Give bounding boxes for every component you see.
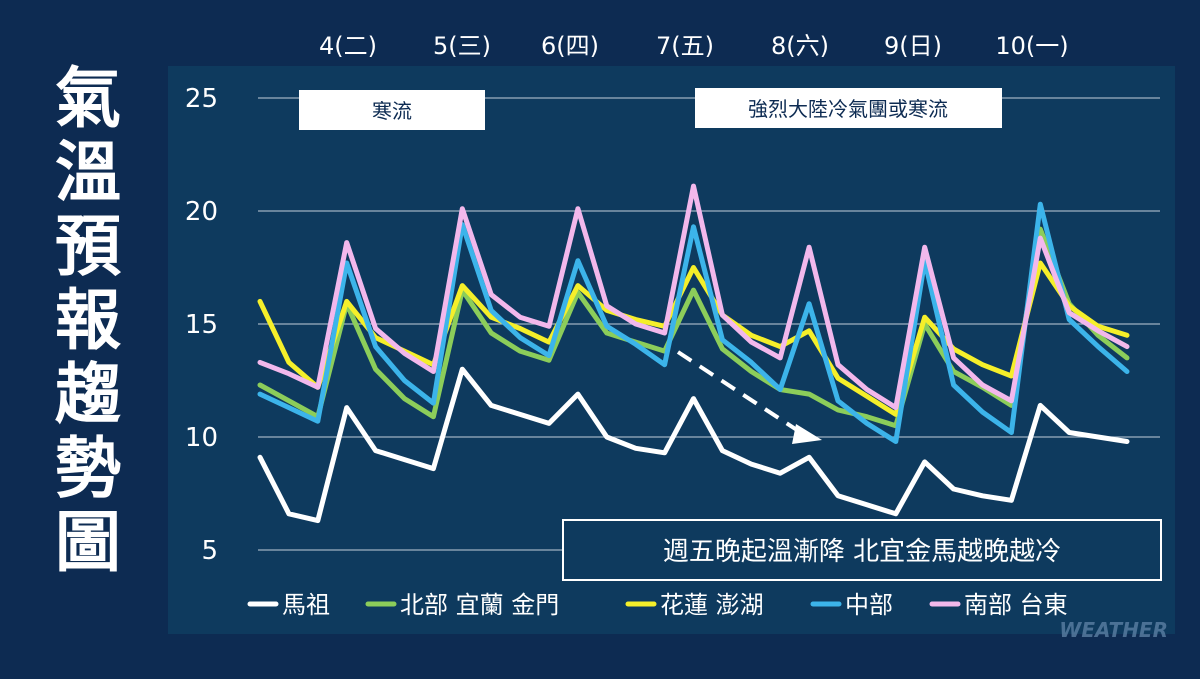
title-char: 預 [55,208,121,285]
series-line [257,183,1130,411]
summary-box [562,519,1162,581]
trend-arrow-head [792,424,822,444]
day-label: 7(五) [656,32,714,60]
annotation-cold-text: 寒流 [372,99,412,123]
day-label: 4(二) [319,32,377,60]
watermark: WEATHER [1059,618,1168,642]
y-tick-label: 15 [185,310,218,340]
annotation-box-cold [299,90,485,130]
title-char: 溫 [55,134,121,211]
day-label: 5(三) [433,32,491,60]
legend-label: 南部 台東 [964,591,1068,619]
title-char: 報 [55,282,121,359]
title-char: 圖 [55,504,121,581]
legend-label: 中部 [845,591,893,619]
vertical-title: 氣溫預報趨勢圖 [38,62,138,580]
annotation-strong-text: 強烈大陸冷氣團或寒流 [748,97,948,121]
day-label: 6(四) [541,32,599,60]
day-label: 10(一) [995,32,1068,60]
legend-label: 花蓮 澎湖 [660,591,764,619]
legend-label: 馬祖 [282,591,330,619]
y-tick-label: 25 [185,84,218,114]
y-tick-label: 10 [185,423,218,453]
title-char: 趨 [55,356,121,433]
annotation-box-strong [695,88,1002,128]
summary-text: 週五晚起溫漸降 北宜金馬越晚越冷 [663,537,1061,567]
series-line [257,201,1130,444]
legend-label: 北部 宜蘭 金門 [400,591,559,619]
y-tick-label: 5 [201,536,218,566]
day-label: 8(六) [771,32,829,60]
series-line [257,366,1130,524]
title-char: 勢 [55,430,121,507]
day-label: 9(日) [884,32,942,60]
y-tick-label: 20 [185,197,218,227]
title-char: 氣 [55,60,121,137]
